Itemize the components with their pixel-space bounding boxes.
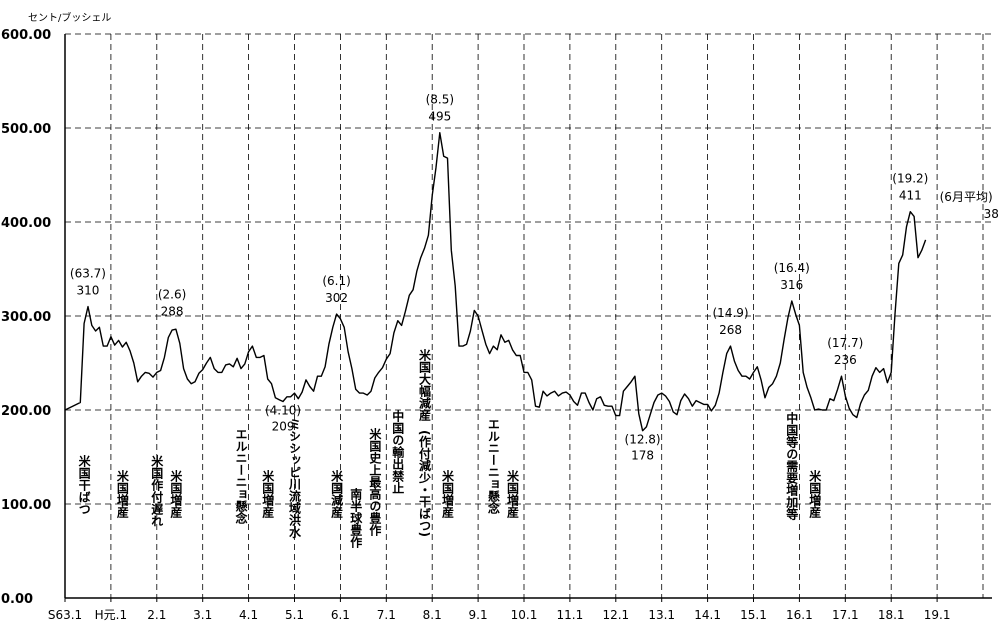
y-tick-label: 200.00 [1, 404, 51, 419]
event-label: ミシシッピ川流域洪水 [288, 418, 302, 539]
annotation-value: 236 [834, 353, 857, 367]
x-tick-label: 8.1 [423, 608, 442, 622]
y-tick-label: 300.00 [1, 310, 51, 325]
annotations-group: (63.7) 310 (2.6) 288 (4.10) 209 (6.1) 302 (8.5) 4… [70, 93, 1000, 463]
event-label: 米国作付遅れ [150, 454, 164, 527]
event-label: 米国増産 [261, 469, 275, 519]
annotation-date: (19.2) [892, 172, 928, 186]
x-tick-label: 6.1 [331, 608, 350, 622]
x-tick-label: 16.1 [786, 608, 813, 622]
annotation-date: (2.6) [158, 287, 186, 301]
y-tick-label: 500.00 [1, 122, 51, 137]
event-label: 米国干ばつ [77, 454, 91, 515]
x-tick-label: 9.1 [469, 608, 488, 622]
event-label: 米国大幅減産 [418, 348, 432, 422]
annotation-date: (4.10) [265, 404, 301, 418]
grid-lines [65, 33, 992, 598]
annotation-date: (12.8) [625, 433, 661, 447]
x-tick-label: 7.1 [377, 608, 396, 622]
event-label: 米国増産 [169, 469, 183, 519]
x-tick-label: 3.1 [193, 608, 212, 622]
annotation-value: 411 [899, 189, 922, 203]
chart-axes: 600.00 500.00 400.00 300.00 200.00 100.00 0.00… [1, 11, 992, 622]
event-label: 南半球豊作 [349, 487, 363, 549]
y-tick-label: 100.00 [1, 498, 51, 513]
event-label: エルニーニョ懸念 [486, 418, 500, 515]
event-label: 米国増産 [506, 469, 520, 519]
x-tick-label: 4.1 [239, 608, 258, 622]
annotation-value: 302 [325, 291, 348, 305]
x-tick-label: 15.1 [740, 608, 767, 622]
event-label: エルニーニョ懸念 [234, 428, 248, 525]
event-label: (作付減少・干ばつ) [418, 430, 432, 537]
x-tick-label: 19.1 [924, 608, 951, 622]
x-tick-label: 13.1 [648, 608, 675, 622]
annotation-value: 495 [428, 110, 451, 124]
y-tick-label: 600.00 [1, 28, 51, 43]
x-tick-label: 17.1 [832, 608, 859, 622]
annotation-value: 209 [272, 420, 295, 434]
annotation-date: (6月平均) [940, 190, 993, 204]
annotation-value: 178 [631, 449, 654, 463]
annotation-value: 381 [984, 207, 1000, 221]
y-tick-label: 400.00 [1, 216, 51, 231]
y-unit-label: セント/ブッシェル [28, 11, 111, 24]
price-series-line [64, 132, 927, 432]
event-label: 米国増産 [115, 469, 129, 519]
x-tick-label: 14.1 [694, 608, 721, 622]
series-group [64, 132, 927, 432]
x-tick-label: 2.1 [147, 608, 166, 622]
annotation-date: (63.7) [70, 267, 106, 281]
annotation-date: (8.5) [426, 93, 454, 107]
x-tick-label: 12.1 [602, 608, 629, 622]
annotation-value: 316 [780, 278, 803, 292]
event-label: 米国増産 [441, 469, 455, 519]
event-label: 米国減産 [330, 469, 344, 519]
annotation-date: (17.7) [827, 336, 863, 350]
event-label: 米国増産 [808, 469, 822, 519]
event-label: 中国等の需要増加等 [785, 411, 799, 521]
y-tick-label: 0.00 [1, 592, 33, 607]
x-tick-label: S63.1 [48, 608, 82, 622]
annotation-date: (16.4) [774, 261, 810, 275]
event-label: 中国の輸出禁止 [391, 409, 405, 494]
event-label: 米国史上最高の豊作 [368, 427, 382, 537]
x-tick-label: H元.1 [95, 608, 127, 622]
x-tick-label: 5.1 [285, 608, 304, 622]
x-tick-label: 10.1 [511, 608, 538, 622]
x-tick-label: 11.1 [557, 608, 584, 622]
events-group: 米国干ばつ 米国増産 米国作付遅れ 米国増産 エルニーニョ懸念 米国増産 ミシシッピ川流域洪… [77, 348, 822, 549]
annotation-value: 268 [719, 323, 742, 337]
x-tick-label: 18.1 [878, 608, 905, 622]
annotation-value: 288 [161, 304, 184, 318]
annotation-value: 310 [76, 284, 99, 298]
annotation-date: (14.9) [713, 306, 749, 320]
annotation-date: (6.1) [322, 274, 350, 288]
